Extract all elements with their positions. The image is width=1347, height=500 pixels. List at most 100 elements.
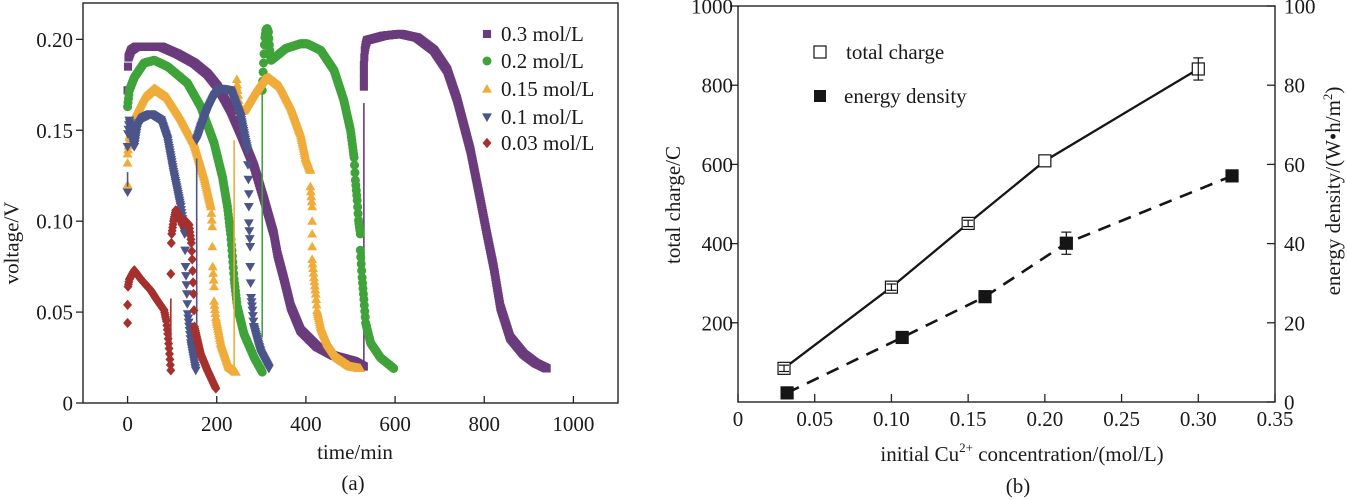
- data-point: [245, 243, 256, 252]
- series-energy-density: [780, 169, 1239, 400]
- data-point: [181, 281, 192, 290]
- data-point: [207, 241, 218, 251]
- x-tick-label: 400: [290, 412, 322, 436]
- data-point: [189, 305, 199, 316]
- legend-marker: [482, 84, 492, 93]
- y-right-tick-label: 80: [1284, 74, 1305, 98]
- chart-panel-b: 0 0.05 0.10 0.15 0.20 0.25 0.30 0.3520040060080…: [661, 0, 1345, 498]
- data-point: [257, 367, 267, 377]
- legend-item: 0.2 mol/L: [482, 49, 584, 73]
- legend-circle-marker-icon: [482, 56, 492, 66]
- error-bar: [779, 364, 790, 373]
- data-point: [349, 153, 359, 163]
- data-point: [306, 196, 317, 206]
- data-point: [311, 299, 322, 309]
- data-point: [359, 60, 368, 69]
- y-left-tick-label: 400: [702, 232, 734, 256]
- data-point: [166, 237, 176, 249]
- y-right-tick-label: 60: [1284, 153, 1305, 177]
- data-point: [231, 74, 242, 83]
- legend-item: 0.03 mol/L: [482, 131, 594, 155]
- legend-open-square-icon: [813, 45, 827, 59]
- y-left-tick-label: 800: [702, 74, 734, 98]
- data-point: [186, 237, 196, 249]
- x-tick-label: 0.05: [796, 407, 833, 431]
- legend-item-energy-density: energy density: [814, 84, 967, 108]
- y-axis-left-label: total charge/C: [661, 146, 685, 264]
- x-tick-label: 0.30: [1180, 407, 1217, 431]
- y-left-tick-label: 200: [702, 311, 734, 335]
- y-axis-right-label-superscript: 2: [1320, 94, 1335, 101]
- legend-label: 0.15 mol/L: [501, 77, 594, 101]
- panel-label: (b): [1006, 474, 1031, 498]
- data-point: [248, 317, 259, 327]
- y-left-tick-label: 600: [702, 153, 734, 177]
- data-point: [307, 258, 318, 268]
- data-point: [360, 53, 369, 62]
- x-axis-label-end: concentration/(mol/L): [973, 442, 1164, 466]
- data-point: [305, 165, 316, 174]
- data-point: [189, 288, 199, 300]
- legend-label: energy density: [844, 84, 967, 108]
- y-left-tick-label: 1000: [691, 0, 733, 19]
- data-point: [245, 263, 256, 272]
- y-right-tick-label: 20: [1284, 311, 1305, 335]
- series-total-charge: [777, 57, 1205, 375]
- data-point: [123, 299, 133, 310]
- data-point: [780, 386, 794, 400]
- legend-marker: [482, 137, 492, 149]
- data-point: [209, 296, 220, 305]
- data-point: [359, 68, 368, 77]
- data-point: [244, 235, 255, 244]
- data-point: [359, 82, 368, 91]
- data-point: [359, 75, 368, 84]
- legend-item: 0.15 mol/L: [482, 77, 594, 101]
- x-tick-label: 0.35: [1257, 407, 1294, 431]
- x-tick-label: 1000: [552, 412, 594, 436]
- data-point: [243, 203, 254, 212]
- data-point: [1225, 169, 1239, 183]
- data-point: [356, 252, 366, 262]
- data-point: [210, 304, 220, 313]
- data-point: [978, 290, 992, 304]
- series-0-1-mol-l: [122, 84, 274, 376]
- data-point: [211, 383, 221, 394]
- plot-area-a: [122, 23, 551, 394]
- legend-marker: [482, 113, 492, 122]
- data-point: [243, 219, 254, 228]
- y-axis-right-label: energy density/(W•h/m2): [1320, 87, 1345, 296]
- data-point: [895, 330, 909, 345]
- x-tick-label: 200: [201, 412, 233, 436]
- data-point: [356, 259, 366, 269]
- x-tick-label: 0.15: [950, 407, 987, 431]
- data-point: [209, 281, 220, 291]
- data-point: [307, 216, 318, 225]
- legend-item: 0.3 mol/L: [482, 22, 584, 46]
- data-point: [181, 272, 191, 281]
- data-point: [353, 209, 363, 219]
- data-point: [309, 280, 320, 290]
- data-point: [165, 359, 175, 370]
- legend-item-total-charge: total charge: [813, 40, 944, 64]
- error-bar: [963, 219, 974, 228]
- y-right-tick-label: 0: [1284, 391, 1295, 415]
- data-point: [187, 246, 197, 257]
- legend-diamond-marker-icon: [482, 137, 492, 149]
- data-point: [350, 168, 360, 178]
- data-point: [305, 186, 316, 196]
- error-bar: [1061, 231, 1072, 255]
- plot-frame-b: [737, 5, 1276, 403]
- data-point: [188, 277, 198, 288]
- data-point: [206, 215, 217, 224]
- data-point: [164, 338, 174, 349]
- series-line: [786, 174, 1233, 395]
- panel-label: (a): [341, 471, 364, 495]
- data-point: [310, 284, 321, 294]
- data-point: [305, 181, 316, 191]
- data-point: [307, 201, 318, 211]
- y-tick-label: 0.05: [36, 301, 73, 325]
- legend-a: 0.3 mol/L 0.2 mol/L 0.15 mol/L 0.1 mol/L…: [482, 22, 594, 155]
- x-tick-label: 0.20: [1026, 407, 1063, 431]
- data-point: [308, 268, 319, 277]
